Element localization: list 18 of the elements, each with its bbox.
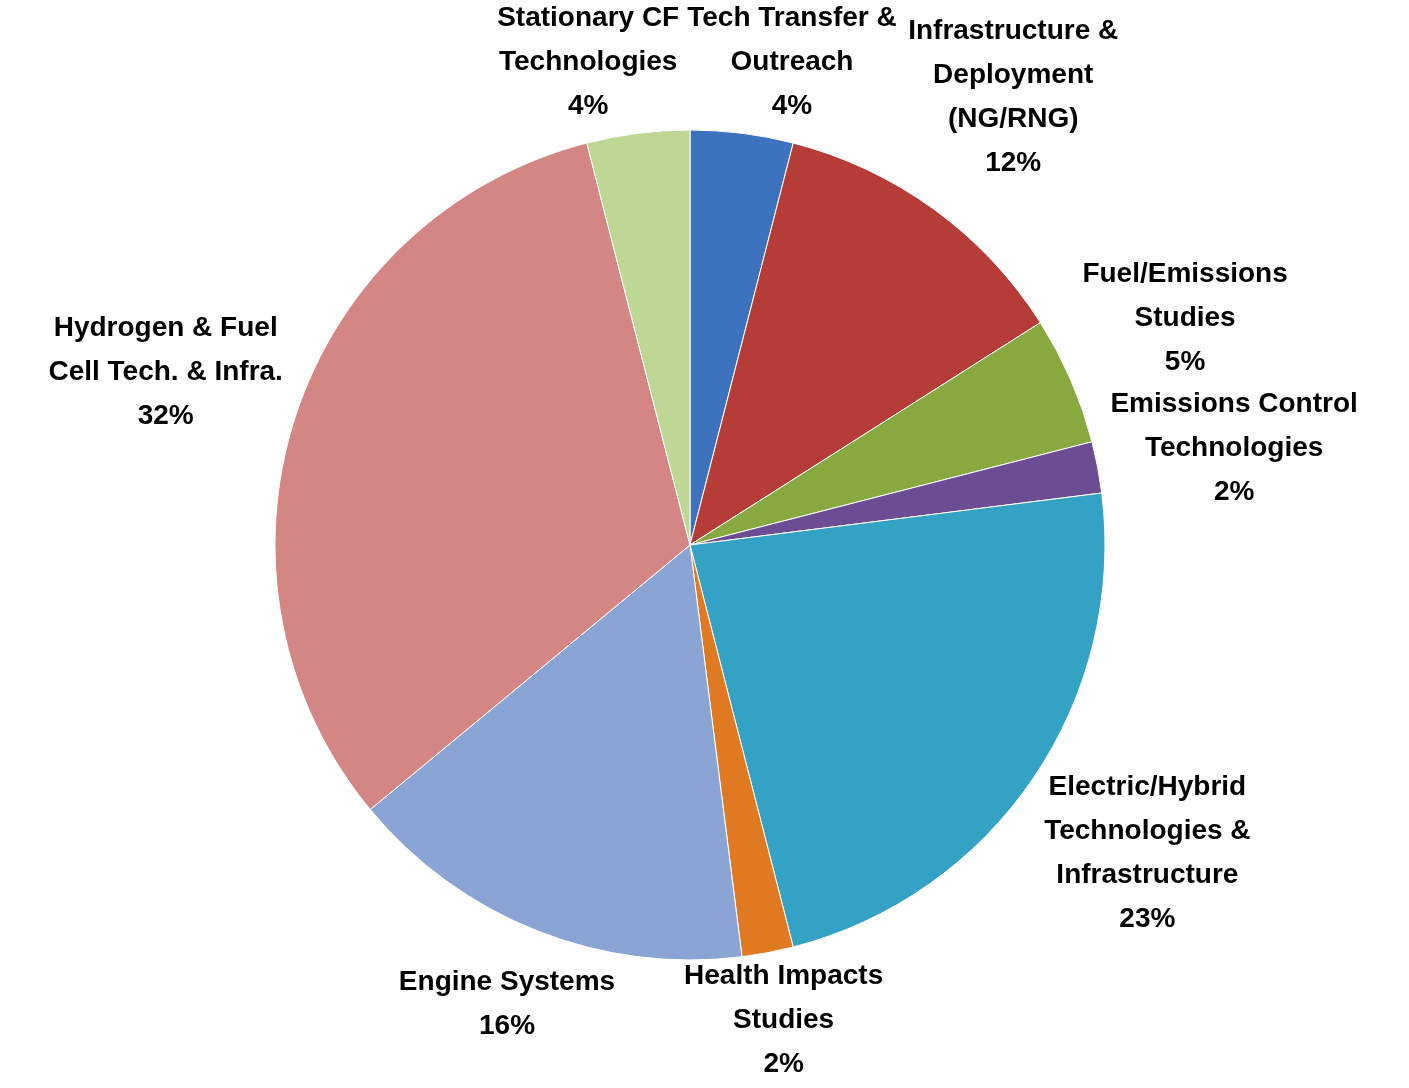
slice-label: Infrastructure & Deployment (NG/RNG) xyxy=(908,14,1119,134)
data-label: 4% xyxy=(567,89,609,120)
slice-label: Engine Systems xyxy=(398,965,616,997)
slice-label: Stationary CF Technologies xyxy=(497,1,680,76)
data-label: 23% xyxy=(1119,901,1176,933)
data-label: 5% xyxy=(1164,344,1206,376)
slice-label: Electric/Hybrid Technologies & Infrastructure xyxy=(1044,769,1251,889)
slice-label: Tech Transfer & Outreach xyxy=(687,1,897,76)
data-label: 16% xyxy=(478,1009,536,1041)
data-label: 2% xyxy=(1213,474,1255,506)
slice-label: Fuel/Emissions Studies xyxy=(1082,256,1288,332)
slice-label: Hydrogen & Fuel Cell Tech. & Infra. xyxy=(48,310,283,386)
slice-label: Health Impacts Studies xyxy=(684,959,884,1034)
data-label: 32% xyxy=(137,398,194,430)
slice-label: Emissions Control Technologies xyxy=(1110,386,1358,462)
data-label: 12% xyxy=(985,146,1042,178)
data-label: 2% xyxy=(763,1047,804,1078)
data-label: 4% xyxy=(771,89,813,120)
